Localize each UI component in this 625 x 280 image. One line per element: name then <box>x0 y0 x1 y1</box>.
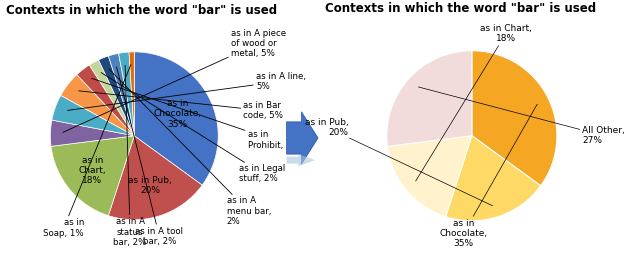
FancyArrow shape <box>286 154 315 166</box>
Text: as in Chart,
18%: as in Chart, 18% <box>416 24 532 181</box>
Wedge shape <box>119 52 134 136</box>
Wedge shape <box>52 95 134 136</box>
Wedge shape <box>89 60 134 136</box>
Wedge shape <box>388 136 472 217</box>
Text: All Other,
27%: All Other, 27% <box>418 87 625 145</box>
Wedge shape <box>77 65 134 136</box>
Wedge shape <box>51 120 134 146</box>
Wedge shape <box>129 52 134 136</box>
Text: as in
Chocolate,
35%: as in Chocolate, 35% <box>154 99 202 129</box>
Wedge shape <box>446 136 541 221</box>
Text: as in
Chart,
18%: as in Chart, 18% <box>79 156 106 185</box>
Text: Contexts in which the word "bar" is used: Contexts in which the word "bar" is used <box>6 4 277 17</box>
Text: Contexts in which the word "bar" is used: Contexts in which the word "bar" is used <box>325 3 596 15</box>
Wedge shape <box>387 51 472 146</box>
Text: as in Bar
code, 5%: as in Bar code, 5% <box>79 91 283 120</box>
Wedge shape <box>51 136 134 216</box>
FancyArrow shape <box>286 112 318 164</box>
Text: as in Legal
stuff, 2%: as in Legal stuff, 2% <box>101 73 286 183</box>
Text: as in A line,
5%: as in A line, 5% <box>68 72 306 110</box>
Text: as in A tool
bar, 2%: as in A tool bar, 2% <box>117 67 184 246</box>
Text: as in
Prohibit, 3%: as in Prohibit, 3% <box>92 78 299 150</box>
Wedge shape <box>472 51 557 186</box>
Text: as in
Chocolate,
35%: as in Chocolate, 35% <box>439 104 538 248</box>
Text: as in A
menu bar,
2%: as in A menu bar, 2% <box>109 69 271 226</box>
Text: as in
Soap, 1%: as in Soap, 1% <box>43 65 131 238</box>
Wedge shape <box>108 53 134 136</box>
Text: as in A
status
bar, 2%: as in A status bar, 2% <box>113 65 147 247</box>
Wedge shape <box>99 56 134 136</box>
Wedge shape <box>108 136 202 220</box>
Wedge shape <box>134 52 218 185</box>
Text: as in Pub,
20%: as in Pub, 20% <box>305 118 492 206</box>
Wedge shape <box>61 75 134 136</box>
Text: as in A piece
of wood or
metal, 5%: as in A piece of wood or metal, 5% <box>63 29 286 132</box>
Text: as in Pub,
20%: as in Pub, 20% <box>129 176 173 195</box>
